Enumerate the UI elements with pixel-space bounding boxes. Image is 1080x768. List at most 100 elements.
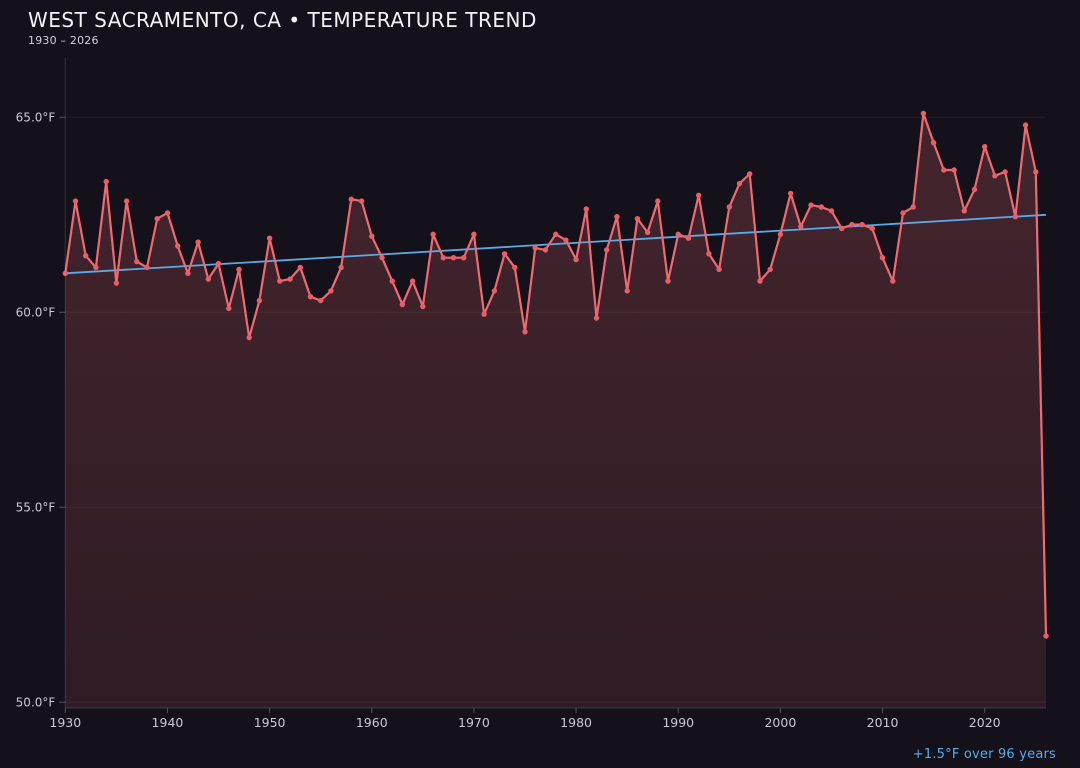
data-point — [399, 301, 406, 308]
data-point — [205, 276, 211, 282]
data-point — [910, 204, 916, 210]
data-point — [144, 264, 150, 271]
data-point — [297, 264, 303, 271]
data-point — [951, 167, 957, 173]
data-point — [175, 243, 181, 249]
data-point — [757, 278, 763, 284]
x-tick-label: 2000 — [764, 715, 796, 730]
data-point — [563, 237, 569, 243]
data-point — [665, 278, 671, 284]
data-point — [266, 235, 273, 241]
data-point — [593, 315, 600, 321]
x-tick-label: 1930 — [49, 715, 81, 730]
data-point — [389, 278, 395, 284]
data-point — [277, 278, 283, 284]
data-point — [522, 329, 528, 335]
data-point — [655, 198, 661, 204]
data-point — [379, 255, 385, 261]
data-point — [992, 173, 998, 179]
data-point — [348, 196, 354, 202]
data-point — [624, 288, 630, 294]
data-point — [1043, 633, 1049, 639]
data-point — [338, 264, 344, 271]
chart-title: WEST SACRAMENTO, CA • TEMPERATURE TREND — [28, 8, 537, 32]
data-point — [307, 294, 314, 300]
data-point — [573, 256, 579, 263]
data-point — [716, 266, 722, 273]
data-point — [675, 231, 681, 237]
data-point — [358, 198, 365, 204]
data-point — [644, 229, 651, 236]
x-tick-label: 1980 — [560, 715, 592, 730]
data-point — [134, 258, 140, 265]
data-point — [246, 334, 252, 341]
data-point — [226, 305, 232, 312]
data-point — [195, 239, 201, 245]
data-point — [113, 280, 120, 286]
y-tick-label: 55.0°F — [16, 500, 56, 514]
data-point — [777, 231, 784, 237]
data-point — [318, 297, 324, 304]
data-point — [542, 247, 549, 253]
data-point — [461, 255, 467, 261]
data-point — [1033, 169, 1039, 175]
x-tick-label: 2010 — [867, 715, 899, 730]
data-point — [583, 206, 589, 212]
data-point — [471, 231, 477, 237]
data-point — [287, 276, 293, 282]
trend-annotation: +1.5°F over 96 years — [912, 747, 1056, 762]
data-point — [828, 208, 835, 214]
data-point — [185, 270, 191, 276]
data-point — [849, 221, 855, 228]
data-point — [634, 216, 641, 222]
data-point — [818, 204, 824, 210]
data-point — [83, 253, 89, 259]
data-point — [726, 204, 732, 210]
x-tick-label: 1960 — [356, 715, 388, 730]
data-point — [604, 247, 610, 253]
data-point — [736, 180, 743, 187]
chart-subtitle: 1930 – 2026 — [28, 34, 99, 47]
data-point — [164, 210, 171, 216]
x-tick-label: 1990 — [662, 715, 694, 730]
data-point — [532, 245, 538, 251]
data-point — [982, 143, 988, 150]
data-point — [859, 221, 865, 228]
data-point — [767, 266, 773, 273]
data-point — [154, 216, 160, 222]
x-tick-label: 1950 — [254, 715, 286, 730]
x-tick-label: 1970 — [458, 715, 490, 730]
data-point — [62, 270, 68, 276]
data-point — [930, 140, 937, 146]
data-point — [72, 198, 79, 204]
data-point — [450, 255, 457, 261]
data-point — [890, 278, 896, 284]
data-point — [696, 192, 702, 198]
data-point — [123, 198, 130, 204]
data-point — [420, 303, 426, 310]
data-point — [798, 223, 804, 230]
data-point — [440, 255, 446, 261]
data-point — [808, 202, 814, 208]
data-point — [971, 186, 978, 193]
data-point — [961, 208, 967, 214]
data-point — [409, 278, 416, 284]
data-point — [1002, 169, 1008, 175]
data-point — [706, 251, 712, 257]
data-point — [236, 266, 242, 273]
data-point — [491, 288, 498, 294]
data-point — [93, 264, 99, 271]
data-point — [501, 251, 508, 257]
data-point — [900, 210, 906, 216]
data-point — [256, 297, 263, 304]
data-point — [614, 214, 620, 220]
data-point — [103, 178, 109, 185]
data-point — [481, 311, 487, 317]
data-point — [553, 231, 559, 237]
chart-header: WEST SACRAMENTO, CA • TEMPERATURE TREND … — [28, 8, 537, 47]
data-point — [512, 264, 518, 271]
trend-line — [65, 213, 1047, 275]
data-point — [920, 110, 927, 117]
data-point — [869, 225, 875, 232]
